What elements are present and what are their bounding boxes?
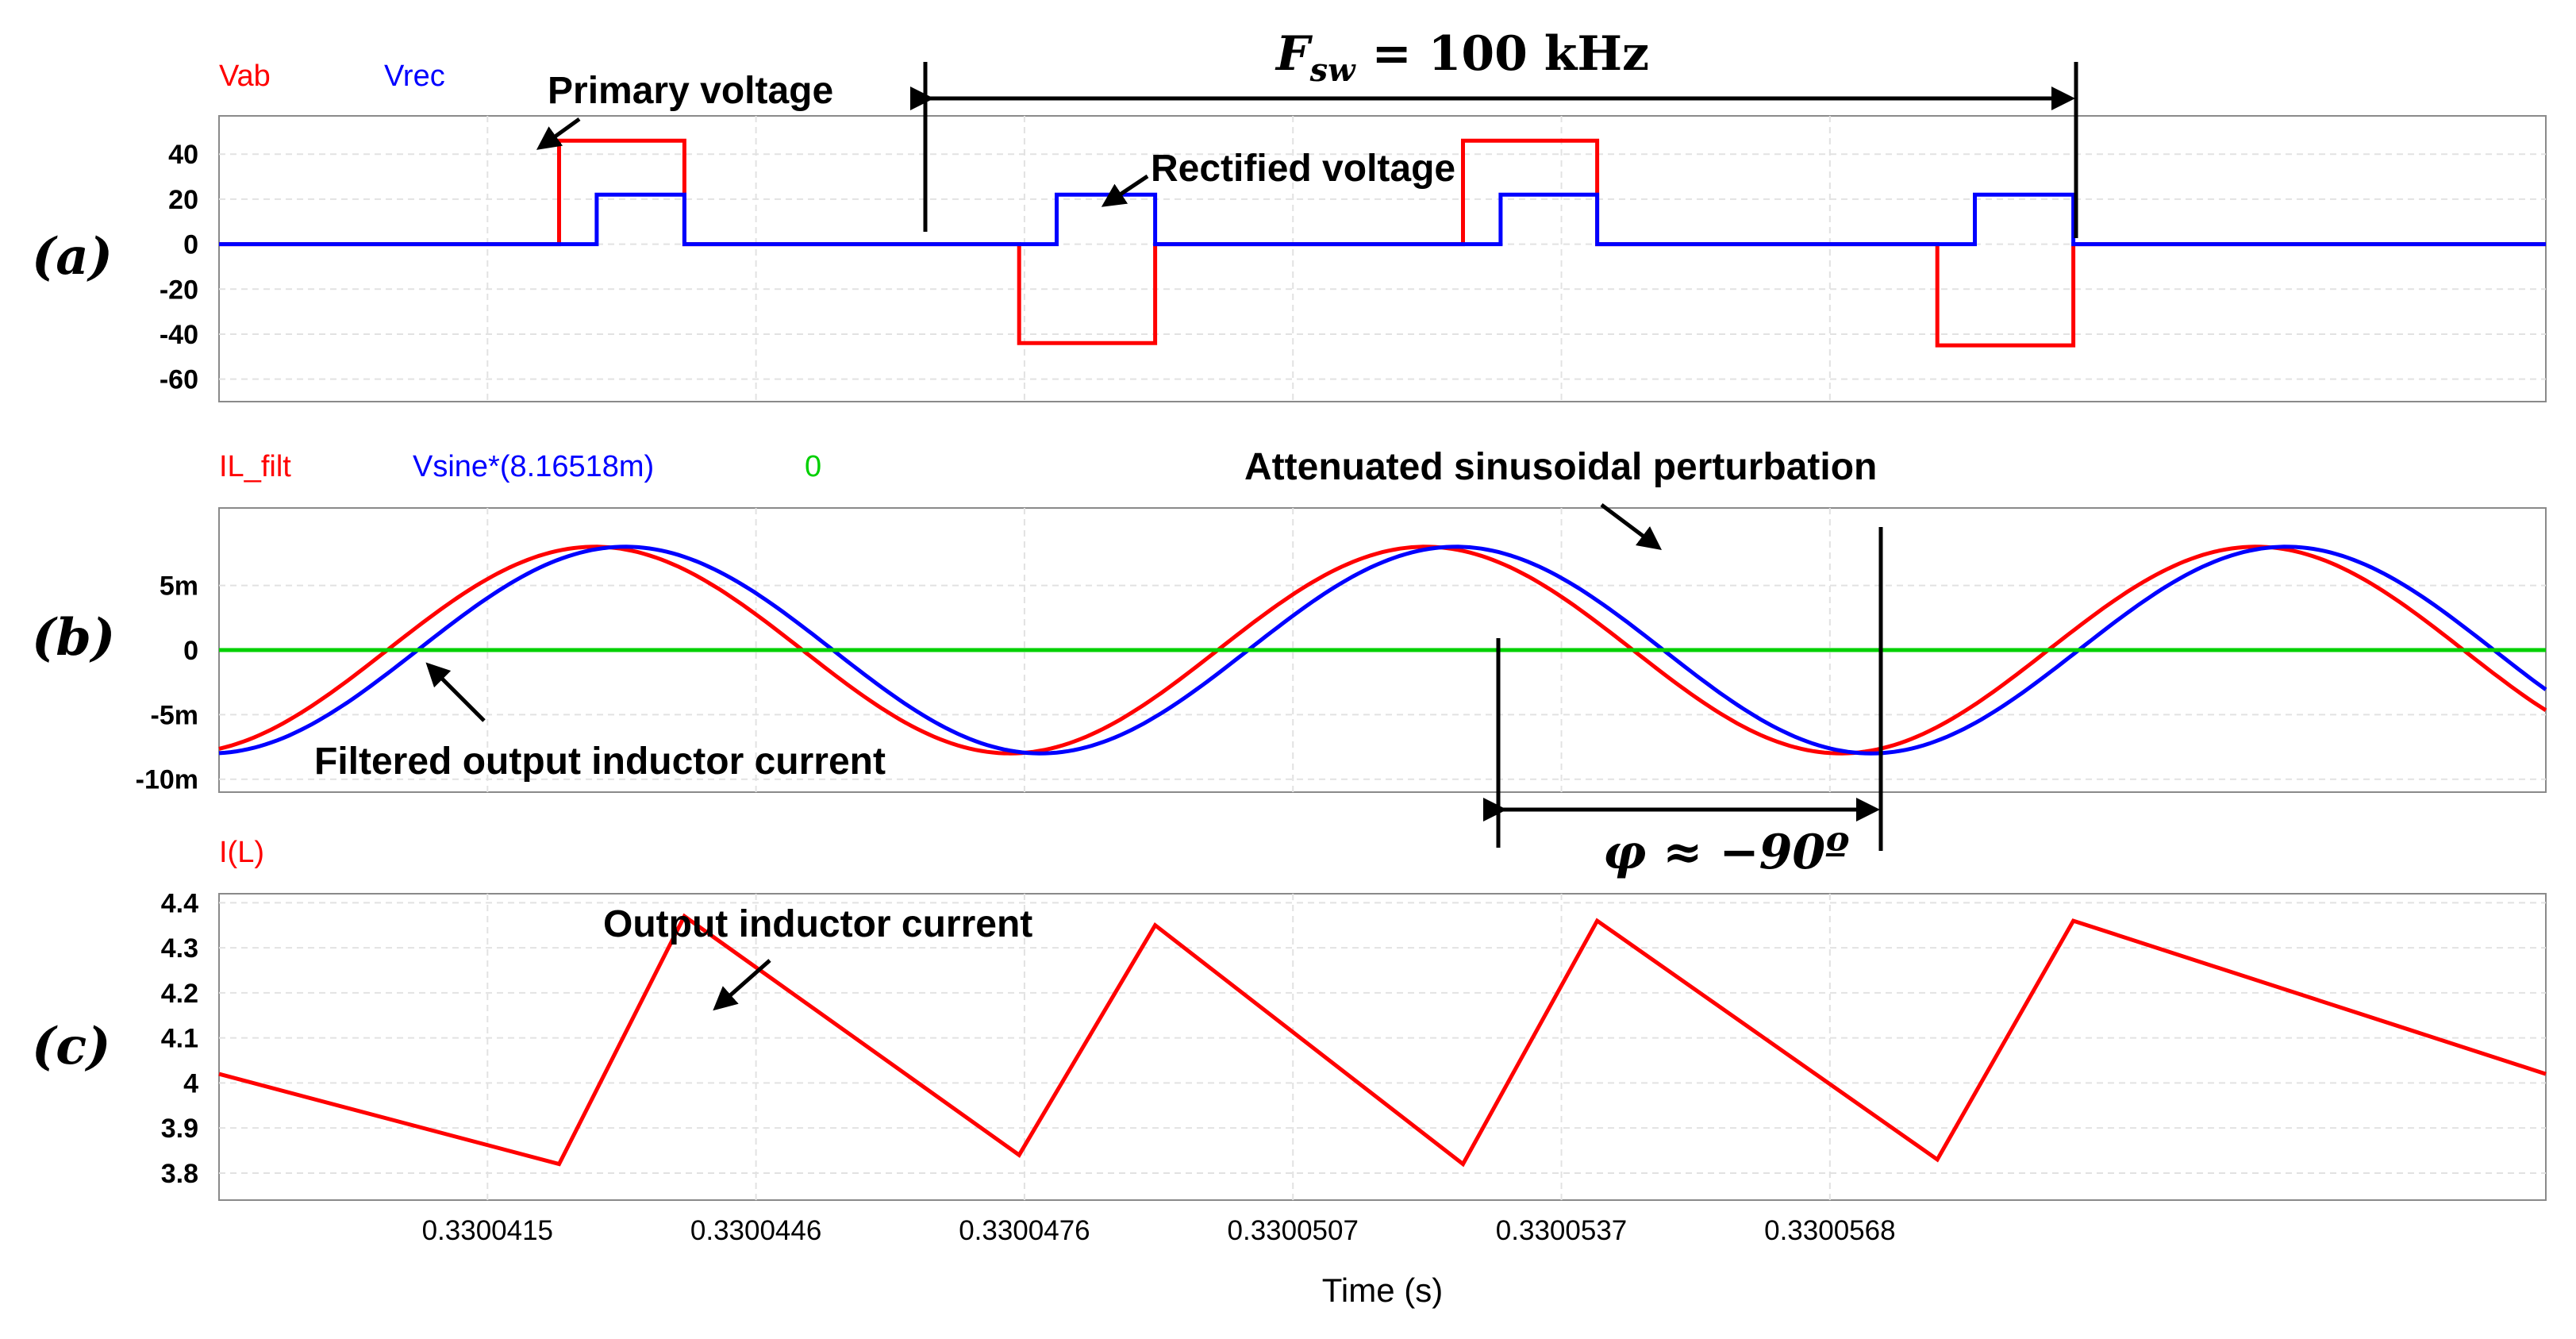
panel-label-a: (a) bbox=[32, 227, 113, 287]
arrow-primary bbox=[536, 117, 581, 150]
annotation-rectified-voltage: Rectified voltage bbox=[1151, 148, 1455, 190]
annotation-output-current: Output inductor current bbox=[603, 903, 1032, 945]
legend-il: I(L) bbox=[219, 836, 264, 869]
y-tick-label-b-0: 5m bbox=[160, 571, 198, 602]
legend-zero: 0 bbox=[805, 450, 821, 483]
y-tick-label-c-6: 3.8 bbox=[161, 1159, 198, 1189]
legend-il-filt: IL_filt bbox=[219, 450, 291, 483]
y-tick-label-b-2: -5m bbox=[151, 700, 198, 730]
arrow-output bbox=[713, 959, 771, 1011]
plot-area-c bbox=[218, 893, 2547, 1201]
series-vrec-line bbox=[219, 192, 2546, 247]
x-axis-label: Time (s) bbox=[1322, 1272, 1443, 1309]
y-tick-label-a-4: -40 bbox=[160, 320, 198, 350]
annotation-attenuated: Attenuated sinusoidal perturbation bbox=[1244, 446, 1877, 488]
fsw-subscript: sw bbox=[1309, 52, 1357, 89]
annotation-phase: φ ≈ −90º bbox=[1603, 825, 1849, 880]
x-tick-label-5: 0.3300568 bbox=[1764, 1215, 1895, 1246]
y-tick-label-a-5: -60 bbox=[160, 365, 198, 395]
x-tick-label-3: 0.3300507 bbox=[1228, 1215, 1359, 1246]
fsw-symbol: F bbox=[1275, 26, 1313, 82]
panel-label-b: (b) bbox=[32, 608, 115, 668]
y-tick-label-a-3: -20 bbox=[160, 275, 198, 305]
annotation-fsw: Fsw = 100 kHz bbox=[1275, 26, 1649, 89]
y-tick-label-a-0: 40 bbox=[168, 140, 198, 170]
y-tick-label-a-2: 0 bbox=[183, 230, 198, 260]
legend-vsine: Vsine*(8.16518m) bbox=[413, 450, 654, 483]
traces-c bbox=[218, 913, 2547, 1168]
annotation-primary-voltage: Primary voltage bbox=[548, 70, 833, 112]
traces-b bbox=[218, 544, 2547, 756]
panel-label-c: (c) bbox=[32, 1017, 111, 1076]
y-ticks-a: 40 20 0 -20 -40 -60 bbox=[160, 140, 198, 394]
y-tick-label-b-3: -10m bbox=[136, 765, 198, 795]
series-vsine-8-16518m--line bbox=[218, 544, 2547, 756]
x-tick-label-1: 0.3300446 bbox=[690, 1215, 821, 1246]
x-tick-label-4: 0.3300537 bbox=[1496, 1215, 1627, 1246]
series-i-l--line bbox=[218, 913, 2547, 1168]
y-tick-label-c-0: 4.4 bbox=[161, 888, 198, 918]
y-tick-label-c-5: 3.9 bbox=[161, 1114, 198, 1144]
panel-b: 5m 0 -5m -10m IL_filt Vsine*(8.16518m) 0 (b… bbox=[32, 446, 2547, 880]
legend-vab: Vab bbox=[219, 60, 271, 93]
traces-a bbox=[219, 138, 2546, 348]
y-tick-label-c-2: 4.2 bbox=[161, 979, 198, 1009]
x-tick-label-2: 0.3300476 bbox=[959, 1215, 1090, 1246]
y-tick-label-c-4: 4 bbox=[183, 1068, 198, 1099]
y-tick-label-c-1: 4.3 bbox=[161, 933, 198, 964]
y-ticks-b: 5m 0 -5m -10m bbox=[136, 571, 198, 795]
y-ticks-c: 4.4 4.3 4.2 4.1 4 3.9 3.8 bbox=[161, 888, 198, 1189]
arrow-attenuated bbox=[1600, 503, 1662, 550]
fsw-value: = 100 kHz bbox=[1355, 26, 1650, 82]
plot-area-a bbox=[218, 115, 2547, 402]
annotation-filtered: Filtered output inductor current bbox=[314, 741, 886, 783]
y-tick-label-a-1: 20 bbox=[168, 185, 198, 215]
legend-vrec: Vrec bbox=[384, 60, 445, 93]
x-tick-label-0: 0.3300415 bbox=[422, 1215, 553, 1246]
y-tick-label-c-3: 4.1 bbox=[161, 1024, 198, 1054]
panel-c: 4.4 4.3 4.2 4.1 4 3.9 3.8 I(L) (c) Output indu… bbox=[32, 836, 2547, 1309]
arrow-filtered bbox=[425, 662, 486, 722]
arrow-rectified bbox=[1101, 174, 1149, 207]
x-ticks: 0.3300415 0.3300446 0.3300476 0.3300507 0.33… bbox=[422, 1215, 1896, 1246]
y-tick-label-b-1: 0 bbox=[183, 636, 198, 666]
panel-a: 40 20 0 -20 -40 -60 Vab Vrec (a) Primary volt… bbox=[32, 26, 2547, 402]
